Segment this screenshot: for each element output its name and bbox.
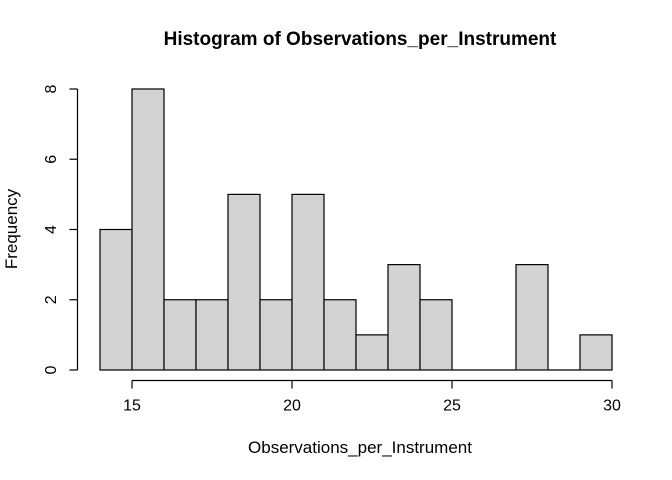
x-tick-label: 25 [443,398,461,415]
histogram-bar [195,299,229,371]
x-axis-title: Observations_per_Instrument [248,438,472,457]
histogram-bar [579,334,613,371]
histogram-bar [163,299,197,371]
y-tick-label: 2 [43,295,60,304]
histogram-bar [323,299,357,371]
histogram-bar [355,334,389,371]
histogram-bar [387,264,421,371]
x-tick-label: 30 [603,398,621,415]
histogram-bar [291,193,325,371]
histogram-bar [99,228,133,371]
y-tick-label: 6 [43,155,60,164]
histogram-bar [515,264,549,371]
x-tick-label: 20 [283,398,301,415]
histogram-bar [419,299,453,371]
y-tick-label: 0 [43,365,60,374]
histogram-bar [131,88,165,371]
histogram-bar [259,299,293,371]
y-tick-label: 8 [43,84,60,93]
histogram-bar [227,193,261,371]
chart-title: Histogram of Observations_per_Instrument [163,29,557,50]
y-tick-label: 4 [43,225,60,234]
x-tick-label: 15 [123,398,141,415]
